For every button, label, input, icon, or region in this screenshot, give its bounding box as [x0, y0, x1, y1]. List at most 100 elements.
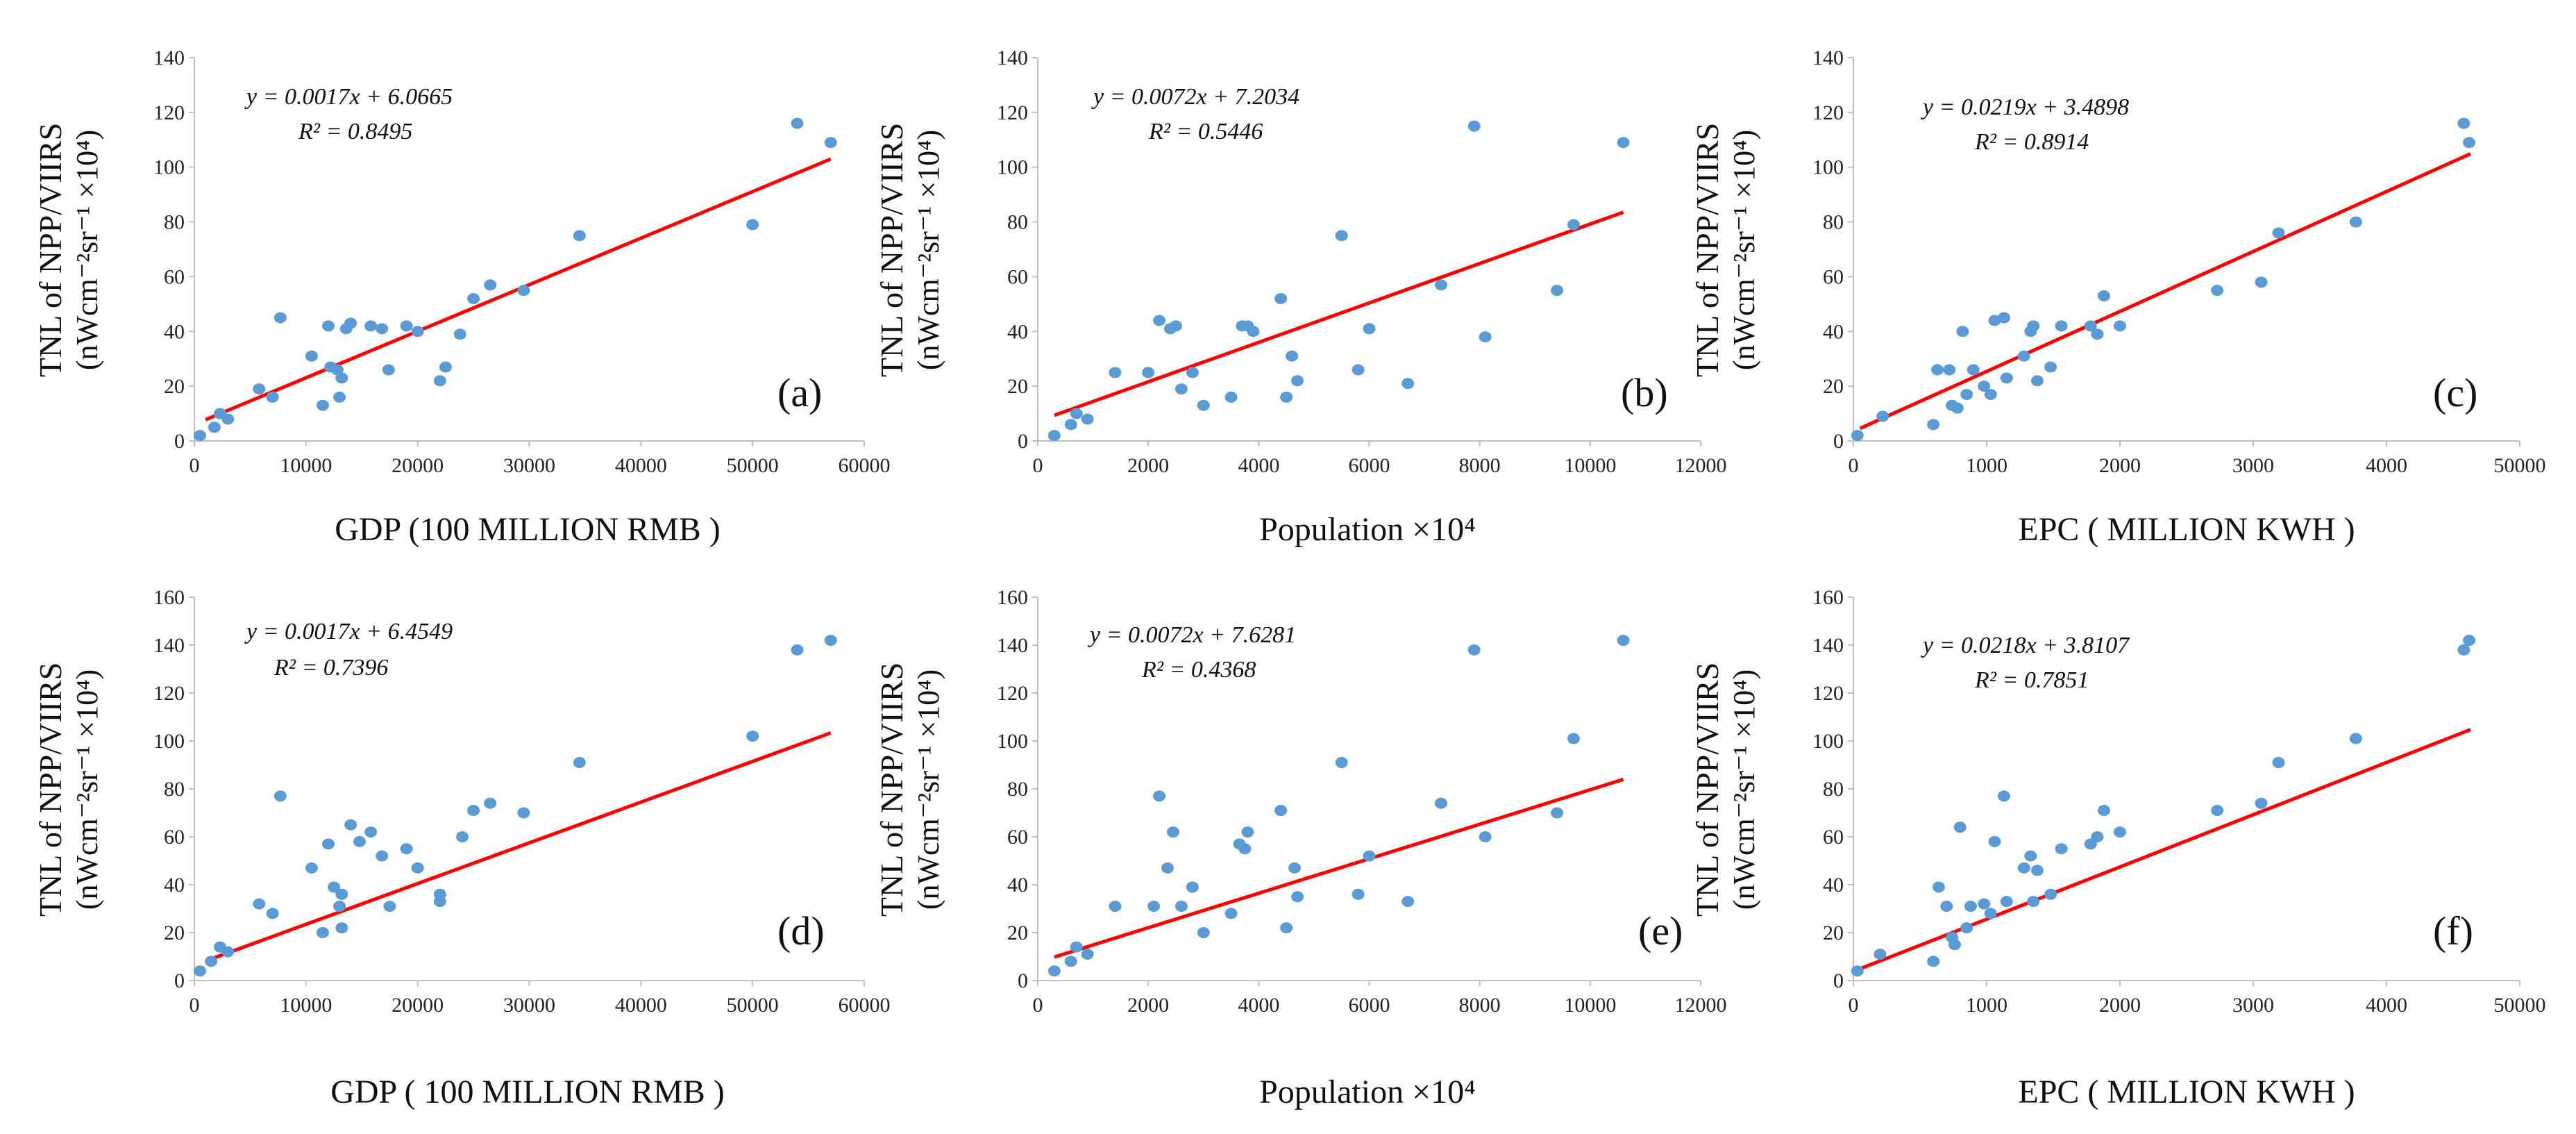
data-point	[1047, 965, 1061, 977]
data-point	[1352, 364, 1365, 376]
data-point	[2457, 117, 2470, 129]
y-tick-label: 20	[164, 375, 185, 398]
y-tick-label: 20	[164, 922, 185, 944]
y-tick-label: 60	[1823, 826, 1844, 849]
data-point	[517, 807, 530, 819]
y-tick-label: 40	[1823, 320, 1844, 343]
data-point	[1851, 430, 1864, 442]
y-tick-label: 140	[1812, 634, 1844, 657]
trend-equation: y = 0.0072x + 7.2034	[1091, 84, 1299, 110]
data-point	[400, 843, 413, 855]
x-tick-label: 0	[1033, 994, 1043, 1017]
y-axis-unit: (nWcm⁻²sr⁻¹ ×10⁴)	[70, 669, 104, 910]
trend-line	[205, 731, 832, 963]
chart-panel-a: 0 20 40 60 80 100 120 140 0 10000 20000 30000 40000 5…	[33, 47, 891, 548]
data-point	[2044, 361, 2057, 373]
x-tick-label: 12000	[1675, 454, 1727, 477]
data-point	[467, 292, 480, 304]
data-point	[253, 383, 266, 395]
y-tick-label: 20	[1007, 922, 1028, 944]
panel-label: (e)	[1638, 908, 1683, 953]
x-tick-label: 12000	[1675, 994, 1727, 1017]
data-point	[1467, 120, 1481, 132]
data-point	[439, 361, 452, 373]
x-tick-label: 2000	[2099, 994, 2141, 1017]
data-point	[253, 898, 266, 910]
data-point	[1997, 312, 2010, 324]
data-point	[1335, 230, 1348, 242]
data-point	[411, 326, 424, 337]
data-point	[2349, 216, 2362, 228]
trend-line	[1054, 210, 1624, 417]
data-point	[208, 422, 221, 433]
data-point	[1081, 413, 1094, 425]
y-tick-label: 140	[153, 634, 185, 657]
y-axis-unit: (nWcm⁻²sr⁻¹ ×10⁴)	[911, 669, 945, 910]
data-point	[791, 644, 804, 656]
data-point	[573, 230, 586, 242]
panel-label: (d)	[777, 908, 825, 953]
x-axis-title: EPC ( MILLION KWH )	[2018, 1074, 2355, 1110]
y-tick-label: 160	[153, 586, 185, 609]
x-axis-title: GDP (100 MILLION RMB )	[335, 511, 721, 548]
data-point	[1047, 430, 1061, 442]
data-point	[411, 862, 424, 874]
data-point	[2463, 635, 2476, 647]
data-point	[2044, 888, 2057, 900]
y-tick-label: 40	[1007, 320, 1028, 343]
data-point	[328, 881, 341, 893]
data-point	[1064, 956, 1077, 967]
panel-label: (a)	[777, 370, 822, 415]
data-point	[273, 312, 287, 324]
data-point	[1070, 408, 1083, 419]
data-point	[266, 391, 279, 403]
y-tick-label: 160	[1812, 586, 1844, 609]
y-tick-label: 60	[1007, 265, 1028, 288]
data-point	[2349, 733, 2362, 744]
data-point	[824, 635, 837, 647]
x-tick-label: 50000	[727, 994, 779, 1017]
trend-line	[1054, 777, 1624, 959]
data-point	[1169, 320, 1182, 332]
y-tick-label: 100	[997, 730, 1028, 753]
data-point	[1964, 901, 1977, 912]
x-tick-label: 10000	[280, 454, 332, 477]
y-tick-label: 100	[153, 156, 185, 179]
y-tick-label: 60	[1007, 826, 1028, 849]
x-tick-label: 0	[1849, 994, 1859, 1017]
data-point	[1291, 375, 1304, 387]
data-point	[2017, 862, 2030, 874]
x-tick-label: 8000	[1459, 994, 1501, 1017]
data-point	[364, 320, 378, 332]
x-tick-label: 1000	[1966, 454, 2007, 477]
y-tick-label: 40	[164, 874, 185, 897]
data-point	[2000, 372, 2013, 384]
y-tick-label: 60	[164, 826, 185, 849]
data-point	[2030, 375, 2044, 387]
data-point	[1479, 831, 1492, 842]
data-point	[1960, 388, 1973, 400]
r-squared: R² = 0.5446	[1148, 119, 1263, 144]
data-point	[1617, 137, 1630, 149]
data-point	[2055, 320, 2068, 332]
data-point	[1335, 757, 1348, 769]
data-point	[433, 888, 446, 900]
data-point	[2463, 137, 2476, 149]
data-point	[2211, 805, 2224, 817]
x-tick-label: 6000	[1349, 994, 1390, 1017]
y-tick-label: 60	[164, 265, 185, 288]
y-tick-label: 100	[1812, 156, 1844, 179]
trend-equation: y = 0.0219x + 3.4898	[1921, 94, 2129, 120]
x-tick-label: 2000	[1127, 454, 1169, 477]
data-point	[1967, 364, 1980, 376]
y-axis-title: TNL of NPP/VIIRS	[1690, 662, 1725, 917]
y-tick-label: 100	[1812, 730, 1844, 753]
data-point	[1434, 797, 1447, 809]
x-axis-title: Population ×10⁴	[1259, 1074, 1476, 1110]
data-point	[305, 350, 318, 362]
data-point	[1109, 901, 1122, 912]
trend-line	[1859, 152, 2471, 431]
data-point	[335, 922, 348, 934]
data-point	[2272, 227, 2285, 239]
data-point	[1434, 279, 1447, 291]
